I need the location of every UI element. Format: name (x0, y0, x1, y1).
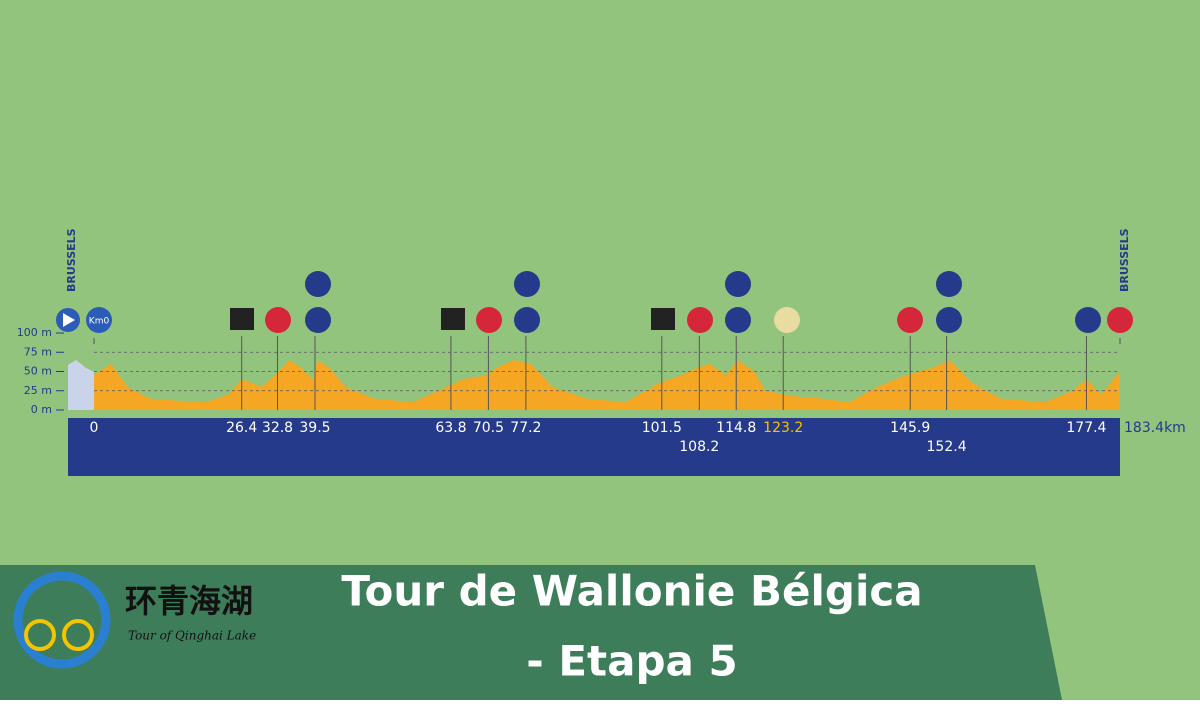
neutral-zone (68, 360, 94, 410)
km-label: 0 (90, 420, 99, 436)
km-band (68, 418, 1120, 476)
cobble-icon (305, 271, 331, 297)
y-tick-label: 100 m (17, 326, 52, 339)
logo-ring (13, 571, 111, 669)
km-label: 77.2 (510, 420, 541, 436)
km-label: 63.8 (435, 420, 466, 436)
km-label: 32.8 (262, 420, 293, 436)
km-label: 123.2 (763, 420, 803, 436)
km0-text: Km0 (89, 317, 110, 327)
cobble-icon (725, 271, 751, 297)
km-label: 152.4 (927, 439, 967, 455)
feed-icon (1075, 307, 1101, 333)
bonus-icon (441, 308, 465, 330)
feed-icon (936, 307, 962, 333)
y-tick-label: 25 m (24, 384, 52, 397)
start-label: BRUSSELS (65, 228, 78, 292)
icons: Km0 (56, 271, 1133, 333)
km-label: 26.4 (226, 420, 257, 436)
sprint-icon (687, 307, 713, 333)
finish-label: BRUSSELS (1118, 228, 1131, 292)
km-label: 39.5 (299, 420, 330, 436)
cobble-icon (936, 271, 962, 297)
feed-icon (305, 307, 331, 333)
y-tick-label: 50 m (24, 365, 52, 378)
start-arrow (63, 313, 75, 327)
km-label: 108.2 (679, 439, 719, 455)
logo-wheel (62, 619, 94, 651)
bonus-icon (230, 308, 254, 330)
sprint-icon (476, 307, 502, 333)
km-label: 177.4 (1066, 420, 1106, 436)
logo-en: Tour of Qinghai Lake (128, 629, 256, 643)
sprint-icon (265, 307, 291, 333)
km-label: 183.4km (1124, 420, 1186, 436)
sprint-icon (897, 307, 923, 333)
km-label: 70.5 (473, 420, 504, 436)
banner (0, 565, 1062, 700)
y-tick-label: 0 m (31, 403, 52, 416)
elevation-area (94, 359, 1120, 410)
km0-icon (86, 307, 112, 333)
feed-icon (514, 307, 540, 333)
logo-cn: 环青海湖 (125, 582, 253, 620)
finish-icon (1107, 307, 1133, 333)
climb-icon (774, 307, 800, 333)
cobble-icon (514, 271, 540, 297)
title: Tour de Wallonie Bélgica (341, 567, 922, 616)
title: - Etapa 5 (526, 637, 737, 686)
logo-wheel (24, 619, 56, 651)
km-label: 101.5 (642, 420, 682, 436)
bonus-icon (651, 308, 675, 330)
y-tick-label: 75 m (24, 345, 52, 358)
km-label: 145.9 (890, 420, 930, 436)
km-label: 114.8 (716, 420, 756, 436)
feed-icon (725, 307, 751, 333)
